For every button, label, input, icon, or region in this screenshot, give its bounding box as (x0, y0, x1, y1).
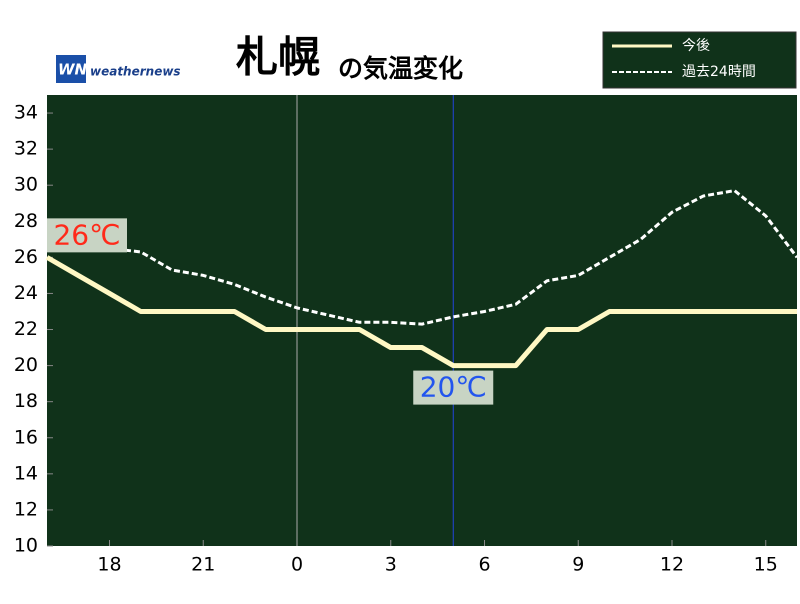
annotation: 26℃ (53, 218, 120, 251)
x-tick-label: 12 (660, 554, 684, 576)
x-tick-label: 9 (572, 554, 584, 576)
logo-mark (56, 55, 86, 83)
y-tick-label: 30 (14, 174, 38, 196)
legend-label: 過去24時間 (682, 64, 756, 80)
y-tick-label: 22 (14, 318, 38, 340)
y-tick-label: 12 (14, 498, 38, 520)
legend (602, 31, 797, 89)
y-tick-label: 34 (14, 102, 38, 124)
series-line (46, 189, 799, 326)
x-tick-label: 18 (97, 554, 121, 576)
y-tick-label: 24 (14, 282, 38, 304)
brand: weathernews (90, 65, 181, 79)
x-tick-label: 15 (754, 554, 778, 576)
y-tick-label: 28 (14, 210, 38, 232)
x-tick-label: 3 (385, 554, 397, 576)
series-line (45, 255, 797, 369)
chart-subtitle: の気温変化 (338, 54, 463, 83)
x-tick-label: 21 (191, 554, 215, 576)
y-tick-label: 20 (14, 354, 38, 376)
x-tick-label: 0 (291, 554, 303, 576)
y-tick-label: 26 (14, 246, 38, 268)
annotation: 20℃ (420, 371, 487, 404)
legend-label: 今後 (682, 38, 710, 54)
y-tick-label: 14 (14, 462, 38, 484)
logo-letters: WN (58, 61, 88, 79)
x-tick-label: 6 (478, 554, 490, 576)
plot-area (47, 95, 797, 546)
y-tick-label: 32 (14, 138, 38, 160)
annotation-box (47, 218, 127, 253)
annotation-box (413, 370, 494, 405)
chart-title: 札幌 (236, 33, 320, 82)
y-tick-label: 18 (14, 390, 38, 412)
y-tick-label: 16 (14, 426, 38, 448)
y-tick-label: 10 (14, 535, 38, 557)
